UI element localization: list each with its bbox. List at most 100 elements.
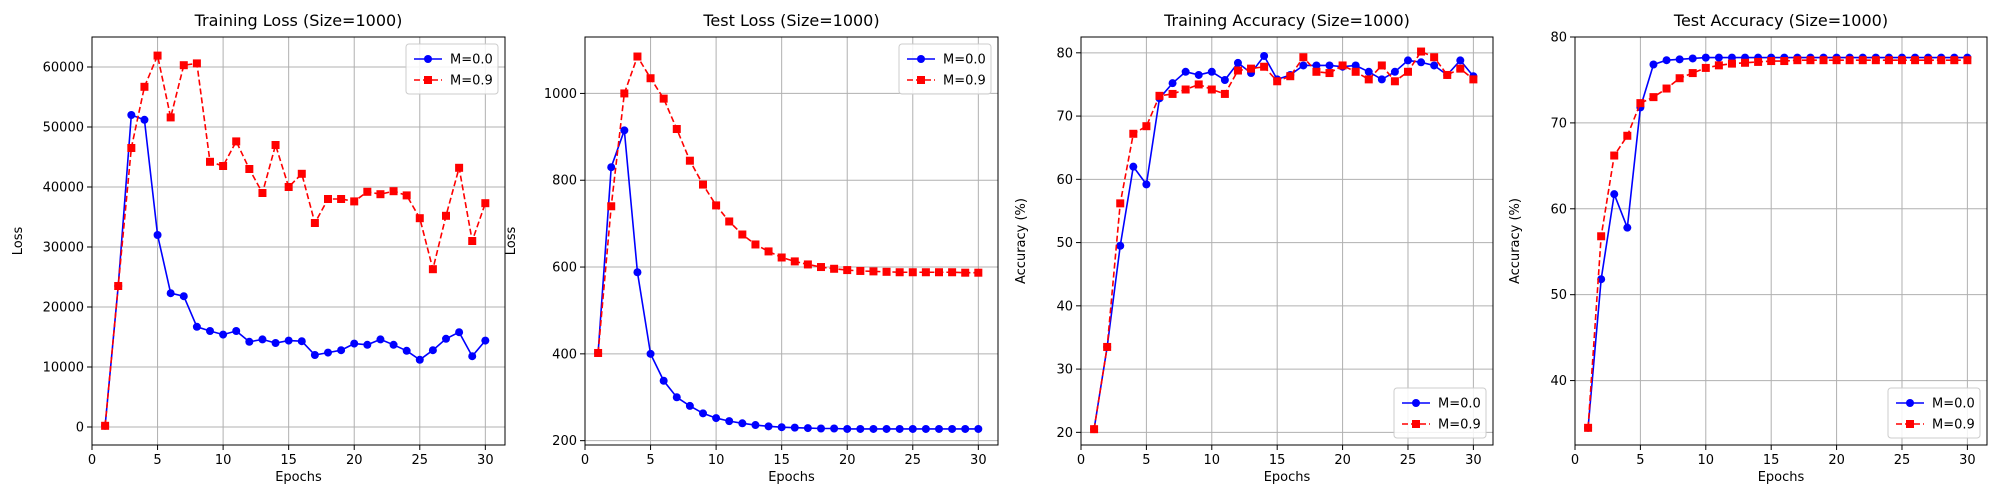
- x-tick-label: 0: [1077, 453, 1085, 468]
- y-tick-label: 60: [1550, 202, 1567, 217]
- data-point: [1260, 51, 1269, 60]
- y-tick-label: 30000: [43, 241, 84, 256]
- x-tick-label: 10: [215, 453, 232, 468]
- data-point: [415, 355, 424, 364]
- data-point: [428, 265, 437, 274]
- data-point: [751, 240, 760, 249]
- data-point: [685, 401, 694, 410]
- data-point: [153, 231, 162, 239]
- y-tick-label: 80: [1056, 46, 1073, 61]
- data-point: [843, 424, 852, 433]
- data-point: [1649, 93, 1658, 102]
- x-tick-label: 5: [1142, 453, 1150, 468]
- data-point: [961, 268, 970, 277]
- y-tick-label: 20: [1056, 426, 1073, 441]
- data-point: [1754, 57, 1763, 66]
- data-point: [1390, 67, 1399, 76]
- legend-label: M=0.9: [943, 74, 986, 89]
- y-tick-label: 1000: [544, 87, 577, 102]
- data-point: [1325, 61, 1334, 70]
- data-point: [1194, 70, 1203, 79]
- data-point: [699, 409, 707, 418]
- x-tick-label: 10: [1698, 453, 1715, 468]
- data-point: [803, 424, 812, 433]
- data-point: [258, 335, 267, 344]
- data-point: [455, 328, 464, 337]
- chart-title: Test Accuracy (Size=1000): [1673, 11, 1888, 30]
- plot-frame: [91, 36, 506, 446]
- data-point: [1129, 129, 1138, 138]
- data-point: [1377, 61, 1386, 70]
- data-point: [1897, 56, 1906, 65]
- data-point: [830, 264, 839, 273]
- data-point: [1675, 55, 1684, 64]
- legend-marker: [1906, 399, 1914, 407]
- data-point: [350, 197, 359, 206]
- y-tick-label: 50: [1056, 236, 1073, 251]
- y-tick-label: 60: [1056, 173, 1073, 188]
- y-tick-label: 400: [552, 347, 577, 362]
- data-point: [1662, 56, 1671, 65]
- y-tick-label: 50000: [43, 121, 84, 136]
- data-point: [1597, 232, 1606, 241]
- x-axis-label: Epochs: [768, 470, 815, 485]
- data-point: [192, 59, 201, 68]
- data-point: [1937, 56, 1946, 65]
- data-point: [1312, 67, 1321, 76]
- legend-label: M=0.0: [450, 53, 493, 68]
- data-point: [297, 337, 306, 346]
- data-point: [882, 267, 891, 276]
- data-point: [1181, 67, 1190, 76]
- data-point: [245, 337, 254, 346]
- data-point: [1338, 61, 1347, 70]
- data-point: [376, 190, 385, 199]
- data-point: [869, 424, 878, 433]
- data-point: [633, 52, 642, 61]
- data-point: [1403, 56, 1412, 65]
- data-point: [127, 144, 136, 152]
- data-point: [1142, 180, 1151, 189]
- data-point: [428, 346, 437, 355]
- data-point: [324, 348, 332, 357]
- data-point: [1819, 56, 1828, 65]
- x-tick-label: 30: [970, 453, 987, 468]
- data-point: [1351, 67, 1360, 76]
- data-point: [166, 289, 175, 298]
- x-tick-label: 15: [773, 453, 790, 468]
- x-tick-label: 0: [88, 453, 96, 468]
- x-tick-label: 10: [1204, 453, 1221, 468]
- chart-panel-2: 0 5 10 15 20 25 30 200 400 600 800 1000 Test Loss (S…: [504, 11, 999, 485]
- data-point: [1103, 342, 1112, 351]
- data-point: [607, 202, 616, 211]
- data-point: [1325, 69, 1334, 78]
- data-point: [685, 156, 694, 165]
- data-point: [790, 257, 799, 266]
- data-point: [1430, 53, 1439, 62]
- data-point: [974, 268, 983, 277]
- x-axis-label: Epochs: [275, 470, 322, 485]
- data-point: [1351, 61, 1360, 70]
- data-point: [1714, 61, 1723, 70]
- y-axis-label: Loss: [504, 227, 519, 256]
- data-point: [1456, 64, 1465, 73]
- data-point: [1116, 199, 1125, 208]
- data-point: [271, 339, 280, 347]
- data-point: [1247, 64, 1256, 73]
- series-line-m00: [597, 130, 979, 430]
- data-point: [1767, 57, 1776, 66]
- data-point: [790, 423, 799, 432]
- y-tick-label: 70: [1056, 110, 1073, 125]
- data-point: [1417, 58, 1426, 67]
- data-point: [310, 219, 319, 227]
- data-point: [1727, 53, 1736, 62]
- data-point: [1610, 190, 1619, 199]
- data-point: [468, 237, 477, 245]
- data-point: [1636, 99, 1645, 108]
- data-point: [1364, 75, 1373, 84]
- data-point: [179, 61, 188, 70]
- data-point: [1142, 122, 1151, 131]
- data-point: [1741, 58, 1750, 67]
- data-point: [232, 137, 241, 146]
- data-point: [672, 125, 681, 134]
- data-point: [1299, 61, 1308, 70]
